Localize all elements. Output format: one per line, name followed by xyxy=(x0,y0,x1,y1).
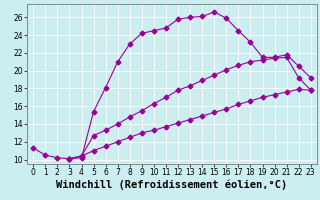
X-axis label: Windchill (Refroidissement éolien,°C): Windchill (Refroidissement éolien,°C) xyxy=(56,180,288,190)
